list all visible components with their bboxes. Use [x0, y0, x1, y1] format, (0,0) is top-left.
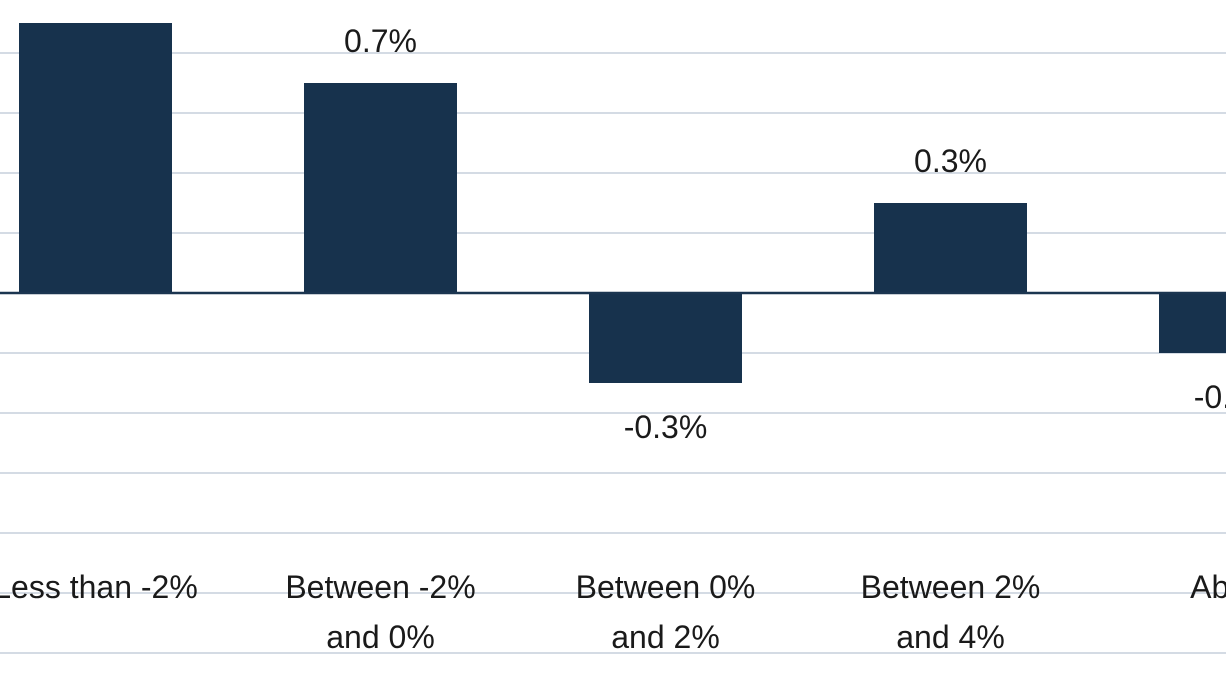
x-tick-label: and 0% [326, 619, 435, 655]
bar [304, 83, 457, 293]
x-tick-label: Above [1190, 569, 1226, 605]
x-axis-tick-labels: Less than -2% Between -2% and 0% Between 0%… [0, 569, 1226, 655]
data-labels: 0.9%0.7%-0.3%0.3%-0.2% [344, 23, 1226, 445]
x-tick-label: and 4% [896, 619, 1005, 655]
bar [1159, 293, 1226, 353]
x-tick-label: and 2% [611, 619, 720, 655]
x-tick-label: Less than -2% [0, 569, 198, 605]
data-label: 0.7% [344, 23, 417, 59]
data-label: 0.3% [914, 143, 987, 179]
x-tick-label: Between 2% [861, 569, 1041, 605]
data-label: -0.3% [624, 409, 708, 445]
data-label: -0.2% [1194, 379, 1226, 415]
bar [19, 23, 172, 293]
x-tick-label: Between -2% [285, 569, 475, 605]
bars [19, 23, 1226, 383]
bar [589, 293, 742, 383]
x-tick-label: Between 0% [576, 569, 756, 605]
bar [874, 203, 1027, 293]
